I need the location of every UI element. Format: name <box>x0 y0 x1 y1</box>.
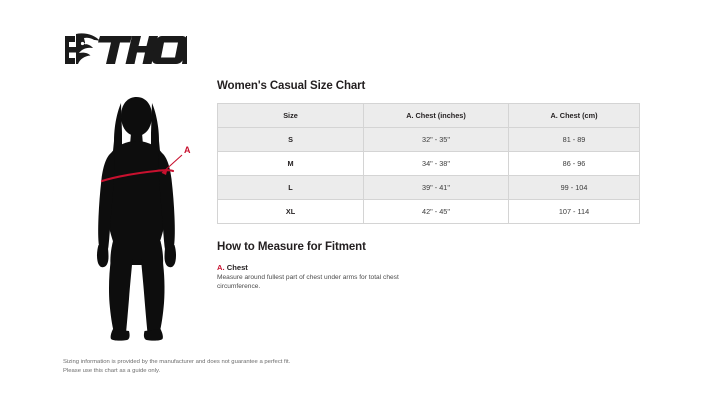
table-row: S 32" - 35" 81 - 89 <box>217 127 640 152</box>
cell-chest-cm: 99 - 104 <box>508 175 640 200</box>
disclaimer-line-2: Please use this chart as a guide only. <box>63 368 161 374</box>
thor-wordmark <box>98 36 213 64</box>
measure-item: A. Chest Measure around fullest part of … <box>217 263 639 291</box>
cell-chest-inches: 32" - 35" <box>363 127 509 152</box>
column-header-chest-inches: A. Chest (inches) <box>363 103 509 128</box>
measure-item-heading: A. Chest <box>217 263 639 273</box>
page-title: Women's Casual Size Chart <box>217 80 366 92</box>
cell-chest-cm: 81 - 89 <box>508 127 640 152</box>
how-to-measure-title: How to Measure for Fitment <box>217 241 366 253</box>
cell-size: S <box>217 127 364 152</box>
measure-item-description: Measure around fullest part of chest und… <box>217 274 399 290</box>
cell-chest-inches: 39" - 41" <box>363 175 509 200</box>
size-chart-table: Size A. Chest (inches) A. Chest (cm) S 3… <box>217 103 640 224</box>
table-body: S 32" - 35" 81 - 89 M 34" - 38" 86 - 96 … <box>217 127 640 224</box>
thor-helmet-wing-icon <box>65 33 100 64</box>
body-silhouette-figure: A <box>78 93 204 345</box>
disclaimer-line-1: Sizing information is provided by the ma… <box>63 359 291 365</box>
how-to-measure-section: How to Measure for Fitment A. Chest Meas… <box>217 240 639 291</box>
registered-trademark-mark: ® <box>184 59 187 65</box>
table-header-row: Size A. Chest (inches) A. Chest (cm) <box>217 103 640 128</box>
content-column: Women's Casual Size Chart Size A. Chest … <box>217 79 640 291</box>
cell-size: M <box>217 151 364 176</box>
cell-chest-cm: 107 - 114 <box>508 199 640 224</box>
measure-item-name: Chest <box>226 263 248 272</box>
measure-item-marker: A. <box>217 263 225 272</box>
brand-logo: ® <box>62 29 213 69</box>
cell-chest-inches: 34" - 38" <box>363 151 509 176</box>
table-row: M 34" - 38" 86 - 96 <box>217 151 640 176</box>
disclaimer: Sizing information is provided by the ma… <box>63 358 393 376</box>
table-row: XL 42" - 45" 107 - 114 <box>217 199 640 224</box>
cell-size: XL <box>217 199 364 224</box>
column-header-chest-cm: A. Chest (cm) <box>508 103 640 128</box>
table-row: L 39" - 41" 99 - 104 <box>217 175 640 200</box>
chest-measure-marker-label: A <box>184 145 191 155</box>
cell-chest-inches: 42" - 45" <box>363 199 509 224</box>
table-header: Size A. Chest (inches) A. Chest (cm) <box>217 103 640 128</box>
women-silhouette-icon <box>96 97 177 341</box>
cell-size: L <box>217 175 364 200</box>
column-header-size: Size <box>217 103 364 128</box>
chest-measure-line <box>100 154 183 183</box>
cell-chest-cm: 86 - 96 <box>508 151 640 176</box>
